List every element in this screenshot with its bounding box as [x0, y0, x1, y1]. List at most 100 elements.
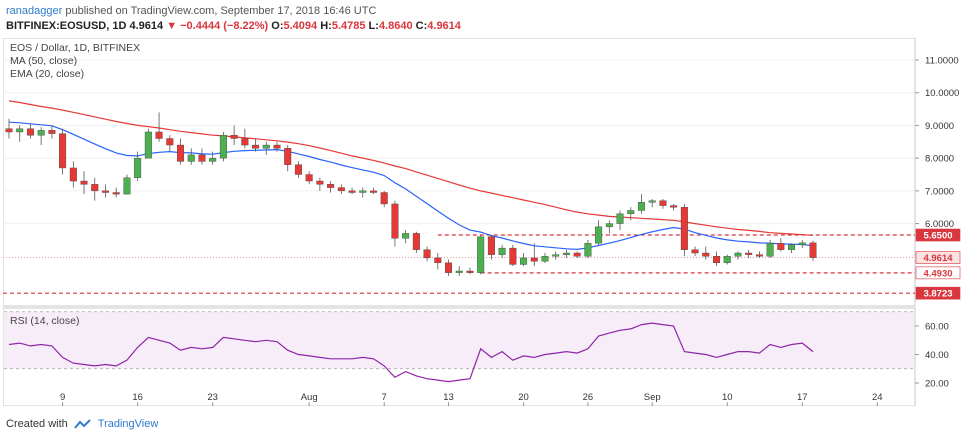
- publish-text: published on TradingView.com, September …: [65, 5, 377, 17]
- candle-body: [455, 270, 463, 273]
- candle-body: [198, 154, 206, 162]
- price-axis-label: 11.0000: [925, 56, 959, 67]
- candle-body: [412, 233, 420, 250]
- price-tag-label: 4.4930: [923, 268, 952, 279]
- x-axis-label: 7: [382, 392, 387, 403]
- x-axis-label: Aug: [301, 392, 318, 403]
- candle-body: [123, 177, 131, 195]
- price-change: ▼ −0.4444 (−8.22%): [166, 20, 269, 32]
- candle-body: [595, 226, 603, 244]
- candle-body: [16, 128, 24, 133]
- price-axis-label: 9.0000: [925, 121, 954, 132]
- candle-body: [498, 247, 506, 255]
- price-tag-box: [915, 286, 961, 300]
- ema20-line: [8, 121, 814, 251]
- price-tag-label: 3.8723: [923, 289, 952, 300]
- candle-body: [101, 190, 109, 193]
- x-axis-label: Sep: [644, 392, 661, 403]
- candle-body: [59, 133, 67, 169]
- candle-body: [766, 242, 774, 257]
- candle-body: [37, 130, 45, 136]
- candle-body: [809, 242, 817, 258]
- x-axis-label: 9: [60, 392, 65, 403]
- publish-info: ranadagger published on TradingView.com,…: [6, 5, 376, 17]
- candle-body: [530, 257, 538, 262]
- candle-body: [144, 131, 152, 159]
- candle-body: [134, 157, 142, 178]
- candle-body: [219, 135, 227, 159]
- legend-ma: MA (50, close): [10, 55, 78, 67]
- candle-body: [166, 138, 174, 146]
- rsi-legend: RSI (14, close): [10, 315, 80, 327]
- x-axis-label: 17: [797, 392, 808, 403]
- candle-body: [5, 128, 13, 133]
- candle-body: [26, 128, 34, 136]
- price-axis-label: 7.0000: [925, 186, 954, 197]
- candle-body: [252, 144, 260, 149]
- candle-body: [734, 252, 742, 257]
- candle-body: [745, 252, 753, 255]
- candle-body: [777, 242, 785, 250]
- price-chart[interactable]: 11.0000 10.0000 9.0000 8.0000 7.0000 6.0000 6…: [3, 38, 963, 406]
- legend-title: EOS / Dollar, 1D, BITFINEX: [10, 42, 141, 54]
- candle-body: [273, 144, 281, 149]
- candle-body: [262, 144, 270, 149]
- candle-body: [562, 252, 570, 255]
- price-tag-box: [915, 251, 961, 264]
- candle-body: [209, 157, 217, 162]
- last-price: 4.9614: [129, 20, 164, 32]
- price-tag-box: [915, 228, 961, 242]
- candle-body: [584, 242, 592, 257]
- author-link[interactable]: ranadagger: [6, 5, 63, 17]
- candle-body: [487, 236, 495, 255]
- x-axis-label: 16: [132, 392, 143, 403]
- candle-body: [445, 262, 453, 273]
- candle-body: [670, 205, 678, 208]
- low-value: 4.8640: [378, 20, 413, 32]
- candle-body: [541, 256, 549, 262]
- candle-body: [423, 249, 431, 259]
- high-value: 5.4785: [331, 20, 366, 32]
- tradingview-logo-icon: [73, 419, 91, 429]
- candle-body: [391, 203, 399, 239]
- candle-body: [509, 247, 517, 265]
- rsi-line: [8, 322, 814, 383]
- x-axis-label: 23: [207, 392, 218, 403]
- candle-body: [402, 233, 410, 239]
- price-tag-box: [915, 266, 961, 280]
- rsi-band-fill: [4, 311, 914, 369]
- candle-body: [294, 164, 302, 175]
- candle-body: [605, 223, 613, 228]
- candle-body: [627, 210, 635, 214]
- tradingview-brand[interactable]: TradingView: [97, 418, 159, 430]
- candle-body: [380, 192, 388, 205]
- candle-body: [337, 187, 345, 192]
- created-with-label: Created with: [6, 418, 68, 430]
- candle-body: [798, 242, 806, 246]
- candle-body: [187, 154, 195, 162]
- price-axis-label: 8.0000: [925, 154, 954, 165]
- candle-body: [788, 244, 796, 250]
- x-axis-label: 10: [722, 392, 733, 403]
- candle-body: [520, 257, 528, 265]
- ma50-line: [8, 100, 814, 236]
- candle-body: [69, 167, 77, 182]
- candle-body: [552, 254, 560, 257]
- candle-body: [713, 256, 721, 264]
- candle-body: [359, 190, 367, 193]
- candle-body: [284, 148, 292, 165]
- symbol-label: BITFINEX:EOSUSD, 1D: [6, 20, 127, 32]
- candle-body: [305, 174, 313, 182]
- x-axis-label: 24: [872, 392, 883, 403]
- x-axis-label: 13: [443, 392, 454, 403]
- candle-body: [48, 130, 56, 134]
- candle-body: [369, 190, 377, 193]
- candle-body: [616, 213, 624, 224]
- rsi-axis-label: 20.00: [925, 379, 949, 390]
- chart-legend: EOS / Dollar, 1D, BITFINEX MA (50, close…: [10, 42, 140, 81]
- close-value: 4.9614: [427, 20, 461, 32]
- candle-body: [112, 192, 120, 195]
- candle-body: [230, 135, 238, 139]
- candle-body: [477, 236, 485, 273]
- candle-body: [702, 252, 710, 257]
